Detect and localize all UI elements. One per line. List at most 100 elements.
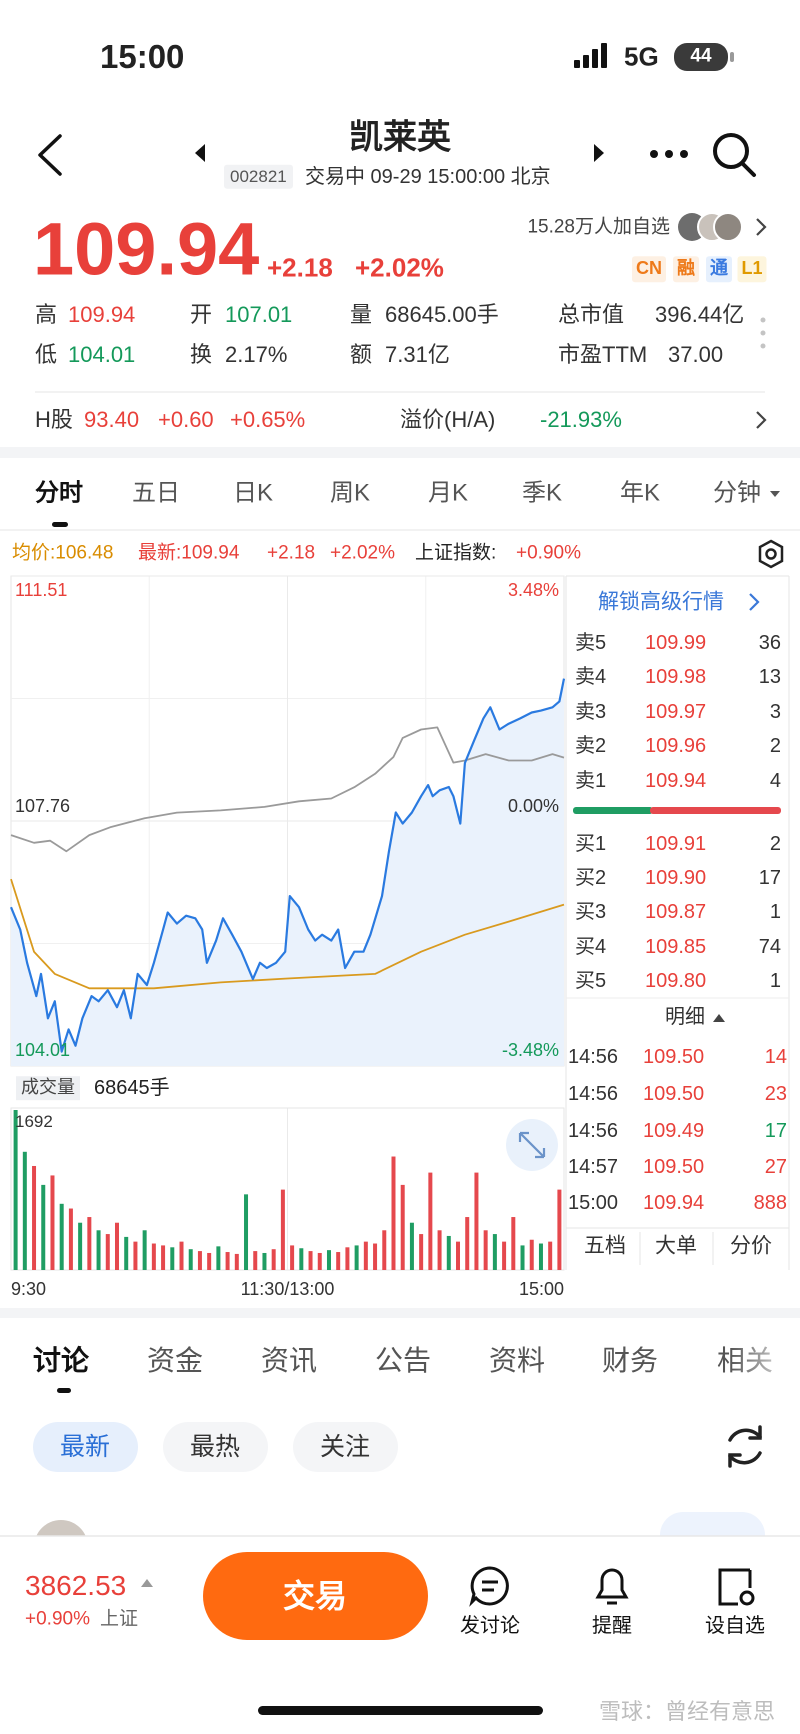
volume-bar — [271, 1249, 276, 1270]
premium-label: 溢价(H/A) — [400, 406, 496, 432]
filter-pill[interactable]: 最新 — [59, 1433, 111, 1461]
unlock-link[interactable]: 解锁高级行情 — [598, 590, 724, 614]
chart-tab[interactable]: 日K — [233, 479, 274, 507]
trade-qty: 23 — [764, 1083, 787, 1105]
action-label[interactable]: 发讨论 — [460, 1615, 520, 1637]
y-tick-label: 104.01 — [15, 1040, 71, 1061]
more-button[interactable] — [650, 150, 688, 158]
back-button[interactable] — [38, 134, 62, 176]
book-price: 109.97 — [645, 701, 707, 723]
book-price: 109.90 — [645, 867, 707, 889]
book-qty: 13 — [758, 666, 781, 688]
trade-label[interactable]: 交易 — [282, 1577, 348, 1614]
volume-bar — [262, 1252, 267, 1270]
book-label: 买4 — [575, 936, 607, 958]
trade-price: 109.50 — [643, 1083, 705, 1105]
y-tick-label: 107.76 — [15, 796, 71, 817]
feed-tab[interactable]: 讨论 — [33, 1345, 90, 1377]
stock-name: 凯莱英 — [349, 118, 451, 157]
x-tick-label: 11:30/13:00 — [240, 1279, 335, 1300]
expand-button[interactable] — [506, 1119, 558, 1171]
chart-tab[interactable]: 季K — [522, 479, 563, 507]
trade-button[interactable] — [203, 1552, 428, 1640]
volume-bar — [96, 1230, 101, 1270]
stat-value: 104.01 — [68, 341, 136, 367]
book-label: 卖3 — [575, 701, 607, 723]
feed-tab[interactable]: 资讯 — [261, 1345, 318, 1377]
index-name: 上证 — [100, 1608, 139, 1630]
pill[interactable] — [163, 1422, 268, 1472]
trade-time: 15:00 — [568, 1192, 619, 1214]
volume-bar — [41, 1184, 46, 1270]
refresh-button[interactable] — [728, 1425, 762, 1468]
volume-bar — [474, 1172, 479, 1270]
volume-bar — [363, 1241, 368, 1270]
stat-value: 396.44亿 — [655, 301, 745, 327]
section-gap — [0, 1308, 800, 1318]
trade-status: 交易中 09-29 15:00:00 北京 — [305, 166, 551, 188]
tab-fade — [730, 1335, 800, 1390]
panel-tab[interactable]: 分价 — [730, 1234, 772, 1258]
volume-frame — [10, 1107, 565, 1271]
latest-change-pct: +2.02% — [330, 542, 395, 564]
alert-icon[interactable] — [595, 1568, 629, 1605]
index-change: +0.90% — [25, 1608, 90, 1630]
feed-tab[interactable]: 财务 — [602, 1345, 659, 1377]
volume-bar — [170, 1247, 175, 1270]
chart-tab[interactable]: 五日 — [132, 479, 180, 507]
chart-tab[interactable]: 月K — [428, 479, 469, 507]
chevron[interactable] — [749, 593, 760, 611]
filter-pill[interactable]: 关注 — [319, 1433, 371, 1461]
volume-bar — [345, 1247, 350, 1270]
chevron[interactable] — [756, 411, 767, 429]
action-label[interactable]: 设自选 — [705, 1615, 765, 1637]
panel-tab[interactable]: 大单 — [655, 1234, 697, 1258]
stat-label: 市盈TTM — [558, 341, 648, 367]
volume-bar — [382, 1230, 387, 1270]
stat-value: 68645.00手 — [385, 301, 499, 327]
chevron[interactable] — [756, 218, 767, 236]
search-button[interactable] — [713, 133, 756, 177]
trade-time: 14:56 — [568, 1083, 619, 1105]
panel-tab[interactable]: 五档 — [584, 1234, 626, 1258]
chart-tab[interactable]: 分钟 — [713, 479, 761, 507]
discuss-icon[interactable] — [469, 1566, 509, 1607]
book-label: 卖5 — [575, 632, 607, 654]
chart-tab[interactable]: 年K — [620, 479, 661, 507]
watchlist-icon[interactable] — [718, 1568, 755, 1606]
feed-tab[interactable]: 公告 — [375, 1345, 432, 1377]
volume-bar — [391, 1156, 396, 1270]
stat-label: 额 — [350, 341, 373, 367]
x-tick-label: 9:30 — [11, 1279, 47, 1300]
stat-label: 高 — [35, 301, 58, 327]
sort-icon[interactable] — [713, 1014, 725, 1022]
pill[interactable] — [293, 1422, 398, 1472]
settings-button[interactable] — [758, 539, 784, 569]
book-qty: 1 — [769, 901, 781, 923]
chart-tab[interactable]: 周K — [330, 479, 371, 507]
feed-tab[interactable]: 资金 — [147, 1345, 204, 1377]
tag: 融 — [673, 256, 699, 282]
volume-bar — [280, 1189, 285, 1270]
index-label: 上证指数: — [415, 542, 497, 564]
trades-title[interactable]: 明细 — [665, 1006, 705, 1028]
volume-bar — [373, 1243, 378, 1270]
tag: 通 — [706, 256, 732, 282]
filter-pill[interactable]: 最热 — [189, 1433, 241, 1461]
next-stock[interactable] — [594, 144, 604, 162]
h-share-label: H股 — [35, 406, 73, 432]
volume-total: 68645手 — [94, 1077, 170, 1099]
stat-label: 总市值 — [558, 301, 625, 327]
more-dots[interactable] — [760, 317, 766, 349]
feed-tab[interactable]: 资料 — [489, 1345, 546, 1377]
volume-bar — [188, 1249, 193, 1270]
trade-price: 109.49 — [643, 1120, 705, 1142]
stat-label: 低 — [35, 341, 58, 367]
action-label[interactable]: 提醒 — [592, 1615, 632, 1637]
chart-tab[interactable]: 分时 — [35, 479, 83, 507]
dropdown-icon[interactable] — [770, 491, 780, 497]
prev-stock[interactable] — [195, 144, 205, 162]
trade-time: 14:56 — [568, 1120, 619, 1142]
pill[interactable] — [33, 1422, 138, 1472]
index-value: 3862.53 — [25, 1570, 127, 1602]
